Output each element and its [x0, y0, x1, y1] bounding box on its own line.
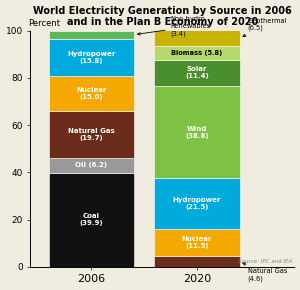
- Text: Oil (6.2): Oil (6.2): [75, 162, 107, 168]
- Bar: [154, 256, 240, 267]
- Text: Nuclear
(15.0): Nuclear (15.0): [76, 87, 106, 100]
- Bar: [154, 86, 240, 178]
- Bar: [49, 31, 134, 39]
- Bar: [49, 173, 134, 267]
- Text: Geothermal
(6.5): Geothermal (6.5): [243, 18, 287, 37]
- Bar: [49, 39, 134, 76]
- Text: Wind
(38.8): Wind (38.8): [185, 126, 209, 139]
- Bar: [154, 30, 240, 46]
- Text: Hydropower
(21.5): Hydropower (21.5): [173, 197, 221, 210]
- Text: Coal
(39.9): Coal (39.9): [80, 213, 103, 226]
- Text: Solar
(11.4): Solar (11.4): [185, 66, 209, 79]
- Text: Nuclear
(11.5): Nuclear (11.5): [182, 236, 212, 249]
- Text: Hydropower
(15.8): Hydropower (15.8): [67, 51, 116, 64]
- Bar: [154, 178, 240, 229]
- Title: World Electricity Generation by Source in 2006
and in the Plan B Economy of 2020: World Electricity Generation by Source i…: [33, 6, 292, 27]
- Bar: [49, 111, 134, 158]
- Text: Natural Gas
(19.7): Natural Gas (19.7): [68, 128, 115, 141]
- Text: Natural Gas
(4.6): Natural Gas (4.6): [243, 263, 287, 282]
- Bar: [154, 229, 240, 256]
- Text: Source: IPC and IEA: Source: IPC and IEA: [238, 260, 292, 264]
- Text: Biomass (5.8): Biomass (5.8): [171, 50, 223, 56]
- Bar: [49, 158, 134, 173]
- Text: Non-hydro
Renewables
(3.4): Non-hydro Renewables (3.4): [138, 16, 211, 37]
- Bar: [49, 76, 134, 111]
- Text: Percent: Percent: [28, 19, 60, 28]
- Bar: [154, 59, 240, 86]
- Bar: [154, 46, 240, 59]
